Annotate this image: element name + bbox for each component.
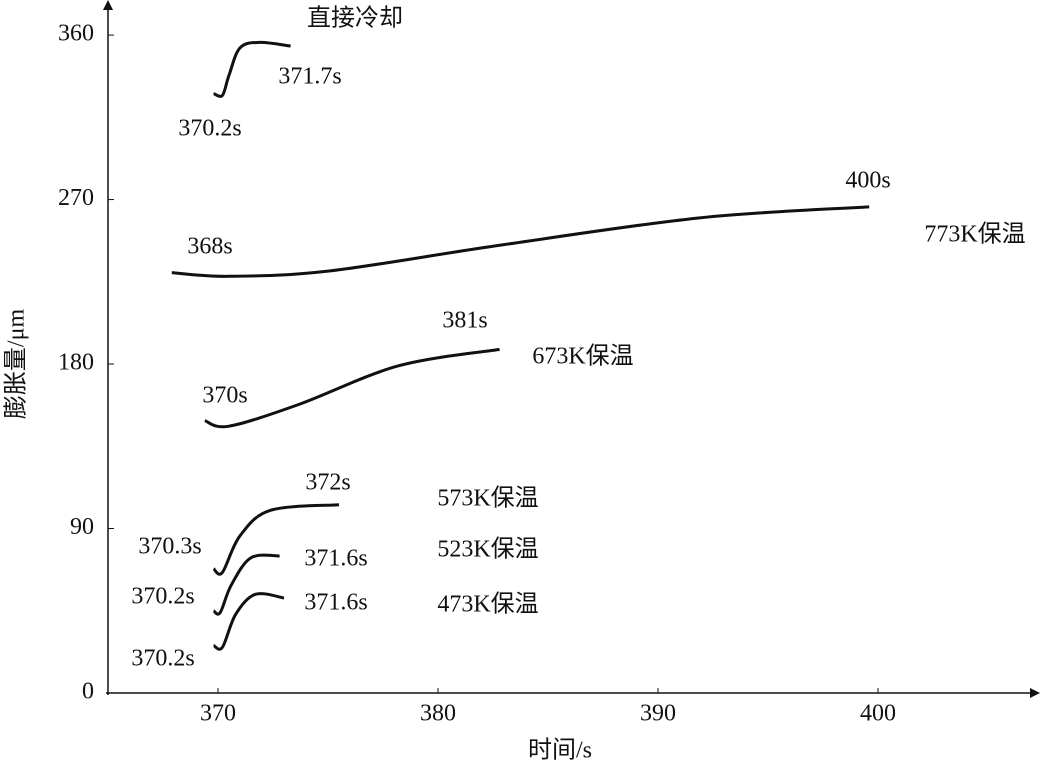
series-name: 473K保温 [437, 591, 538, 618]
x-tick-label: 400 [860, 701, 896, 727]
series-name: 673K保温 [532, 343, 633, 370]
start-label: 370.3s [138, 534, 201, 560]
start-label: 370.2s [131, 584, 194, 610]
x-axis-arrow [1030, 688, 1040, 698]
series-line [212, 553, 280, 616]
series-line [212, 503, 340, 576]
y-axis-arrow [103, 0, 113, 10]
start-label: 370s [202, 383, 247, 409]
end-label: 371.7s [278, 64, 341, 90]
series-line [171, 205, 870, 278]
end-label: 371.6s [304, 546, 367, 572]
x-tick-label: 380 [420, 701, 456, 727]
x-tick-label: 390 [640, 701, 676, 727]
y-tick-label: 360 [58, 21, 94, 47]
series-line [204, 347, 500, 429]
end-label: 371.6s [304, 590, 367, 616]
end-label: 400s [845, 168, 890, 194]
series-name: 523K保温 [437, 536, 538, 563]
y-tick-label: 180 [58, 350, 94, 376]
start-label: 370.2s [131, 646, 194, 672]
y-axis-label: 膨胀量/μm [3, 309, 30, 420]
y-tick-label: 270 [58, 185, 94, 211]
x-tick-label: 370 [200, 701, 236, 727]
y-tick-label: 0 [82, 679, 94, 705]
end-label: 372s [305, 470, 350, 496]
start-label: 368s [187, 234, 232, 260]
series-name: 573K保温 [437, 485, 538, 512]
start-label: 370.2s [178, 116, 241, 142]
series-name: 直接冷却 [307, 5, 403, 32]
end-label: 381s [442, 308, 487, 334]
x-axis-label: 时间/s [528, 737, 592, 764]
series-line [212, 592, 285, 651]
y-tick-label: 90 [70, 514, 94, 540]
series-line [213, 40, 291, 98]
series-name: 773K保温 [924, 221, 1025, 248]
